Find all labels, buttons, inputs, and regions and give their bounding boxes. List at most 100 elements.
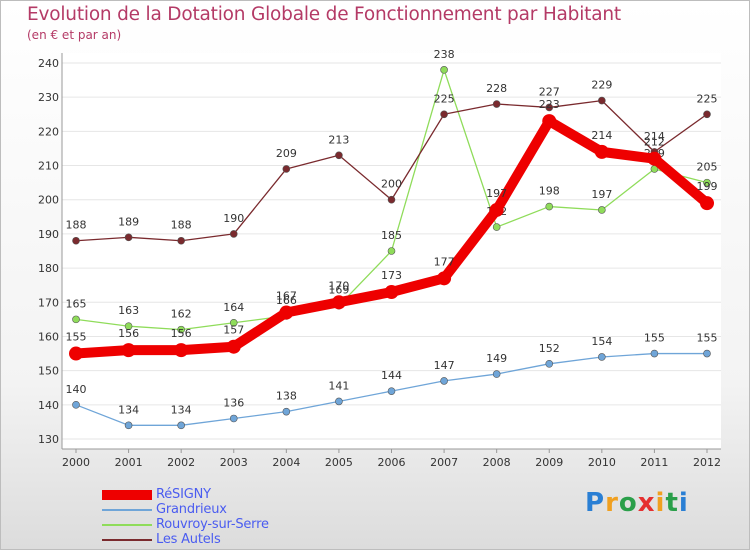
data-label: 162	[171, 308, 192, 321]
data-label: 141	[328, 379, 349, 392]
data-point	[335, 397, 343, 406]
data-label: 155	[66, 331, 87, 344]
data-point	[387, 195, 396, 204]
data-point	[177, 421, 185, 430]
x-tick-label: 2008	[483, 456, 511, 469]
data-point	[598, 96, 606, 105]
x-tick-label: 2004	[272, 456, 300, 469]
data-label: 140	[66, 383, 87, 396]
data-point	[700, 196, 714, 211]
data-label: 170	[328, 279, 349, 292]
y-tick-label: 150	[38, 365, 59, 378]
legend-label: RéSIGNY	[156, 487, 211, 502]
data-point	[598, 353, 606, 361]
data-label: 229	[591, 79, 612, 92]
x-tick-label: 2000	[62, 456, 90, 469]
y-tick-label: 160	[38, 330, 59, 343]
x-tick-label: 2010	[588, 456, 616, 469]
data-label: 238	[434, 48, 455, 61]
data-point	[703, 349, 711, 358]
data-point	[384, 285, 399, 300]
data-point	[226, 339, 241, 354]
series-3: 188 189 188 190 209 213 200 225 228 227 229 214 225	[66, 79, 718, 245]
x-tick-label: 2006	[378, 456, 406, 469]
data-point	[177, 236, 185, 245]
data-point	[174, 343, 189, 358]
data-point	[598, 206, 606, 214]
data-label: 157	[223, 324, 244, 337]
data-point	[440, 377, 448, 385]
brand-letter: i	[678, 488, 689, 518]
data-label: 169	[328, 284, 349, 297]
data-label: 147	[434, 359, 455, 372]
brand-letter: r	[605, 488, 619, 518]
brand-letter: o	[618, 488, 638, 518]
data-label: 138	[276, 390, 297, 403]
data-label: 166	[276, 294, 297, 307]
data-point	[177, 325, 185, 334]
legend-label: Grandrieux	[156, 502, 227, 517]
data-label: 163	[118, 304, 139, 317]
data-point	[542, 114, 557, 129]
data-label: 136	[223, 396, 244, 409]
data-point	[282, 165, 291, 173]
data-point	[124, 233, 133, 242]
data-label: 214	[591, 129, 612, 142]
data-label: 155	[644, 332, 665, 345]
data-label: 190	[223, 212, 244, 225]
chart-title: Evolution de la Dotation Globale de Fonc…	[27, 4, 621, 25]
x-tick-label: 2007	[430, 456, 458, 469]
legend-swatch	[102, 523, 152, 526]
data-label: 154	[591, 335, 612, 348]
data-label: 198	[539, 185, 560, 198]
brand-logo: Proxiti	[585, 488, 689, 518]
data-label: 214	[644, 130, 665, 143]
data-label: 227	[539, 85, 560, 98]
data-point	[492, 370, 501, 378]
data-point	[121, 343, 136, 358]
data-point	[545, 359, 554, 368]
legend-swatch	[102, 538, 152, 541]
data-label: 165	[66, 297, 87, 310]
data-point	[545, 202, 554, 211]
data-label: 173	[381, 269, 402, 282]
y-tick-label: 240	[38, 57, 59, 70]
data-label: 164	[223, 301, 244, 314]
x-tick-label: 2002	[167, 456, 195, 469]
data-label: 225	[434, 92, 455, 105]
data-label: 155	[697, 332, 718, 345]
data-point	[229, 318, 238, 327]
data-label: 152	[539, 342, 560, 355]
data-point	[282, 407, 291, 416]
legend-swatch	[102, 508, 152, 511]
data-point	[387, 247, 396, 255]
y-tick-label: 220	[38, 125, 59, 138]
data-label: 149	[486, 352, 507, 365]
x-tick-label: 2011	[640, 456, 668, 469]
data-point	[69, 346, 83, 361]
data-label: 188	[66, 219, 87, 232]
brand-letter: P	[585, 488, 606, 518]
data-label: 228	[486, 82, 507, 95]
x-tick-label: 2012	[693, 456, 721, 469]
y-tick-label: 180	[38, 262, 59, 275]
data-label: 209	[276, 147, 297, 160]
data-point	[492, 100, 501, 108]
data-point	[545, 103, 554, 112]
data-label: 134	[171, 403, 192, 416]
data-label: 144	[381, 369, 402, 382]
data-point	[72, 236, 80, 245]
y-tick-label: 190	[38, 228, 59, 241]
data-point	[647, 151, 662, 166]
data-label: 167	[276, 290, 297, 303]
y-tick-label: 170	[38, 296, 59, 309]
brand-letter: i	[655, 488, 666, 518]
legend-label: Les Autels	[156, 532, 221, 547]
x-tick-label: 2009	[535, 456, 563, 469]
data-label: 197	[591, 188, 612, 201]
chart-subtitle: (en € et par an)	[27, 28, 122, 42]
y-tick-label: 230	[38, 91, 59, 104]
data-label: 197	[486, 187, 507, 200]
